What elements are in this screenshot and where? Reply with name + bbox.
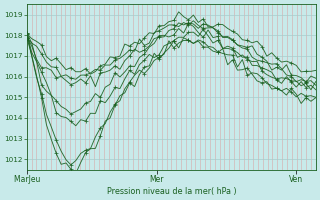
X-axis label: Pression niveau de la mer( hPa ): Pression niveau de la mer( hPa )	[107, 187, 236, 196]
